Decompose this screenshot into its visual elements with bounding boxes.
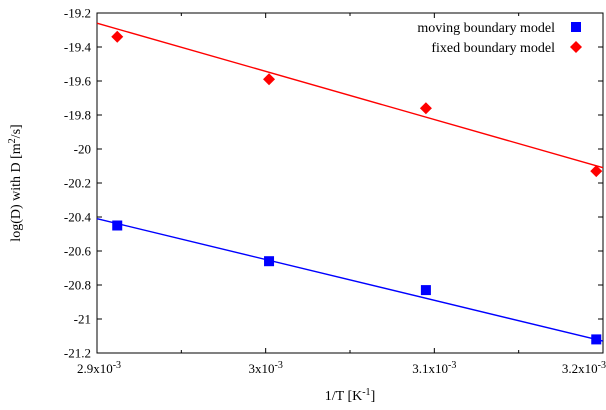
y-tick-label: -19.6 <box>64 74 92 89</box>
x-tick-label: 3x10-3 <box>248 360 282 377</box>
data-point-square <box>571 22 581 32</box>
y-tick-label: -20 <box>74 142 91 157</box>
data-point-diamond <box>590 165 603 178</box>
y-tick-label: -20.2 <box>64 176 91 191</box>
data-point-diamond <box>263 73 276 86</box>
data-points <box>111 30 603 345</box>
data-point-square <box>264 256 275 267</box>
fit-line <box>96 22 604 169</box>
y-tick-label: -21 <box>74 312 91 327</box>
y-axis-title: log(D) with D [m2/s] <box>7 124 25 241</box>
data-point-diamond <box>111 30 124 43</box>
fit-lines <box>96 22 604 342</box>
data-point-square <box>420 285 431 296</box>
legend-label: moving boundary model <box>417 21 555 36</box>
y-tick-label: -19.2 <box>64 6 91 21</box>
plot-frame <box>96 12 604 354</box>
x-tick-label: 2.9x10-3 <box>77 360 121 377</box>
x-tick-label: 3.2x10-3 <box>562 360 606 377</box>
data-point-square <box>591 334 602 345</box>
data-point-square <box>112 220 123 231</box>
fit-line <box>96 218 604 342</box>
axis-ticks: -19.2 -19.4 -19.6 -19.8 -20 -20.2 -20.4 -20.6 -2… <box>64 6 606 377</box>
legend: moving boundary model fixed boundary mode… <box>417 21 582 56</box>
y-tick-label: -20.4 <box>64 210 92 225</box>
y-tick-label: -19.4 <box>64 40 92 55</box>
y-tick-label: -21.2 <box>64 346 91 361</box>
data-point-diamond <box>419 102 432 115</box>
legend-label: fixed boundary model <box>431 41 555 56</box>
y-tick-label: -20.6 <box>64 244 92 259</box>
data-point-diamond <box>570 41 582 53</box>
x-axis-title: 1/T [K-1] <box>325 387 375 405</box>
y-tick-label: -20.8 <box>64 278 91 293</box>
x-tick-label: 3.1x10-3 <box>412 360 456 377</box>
y-tick-label: -19.8 <box>64 108 91 123</box>
